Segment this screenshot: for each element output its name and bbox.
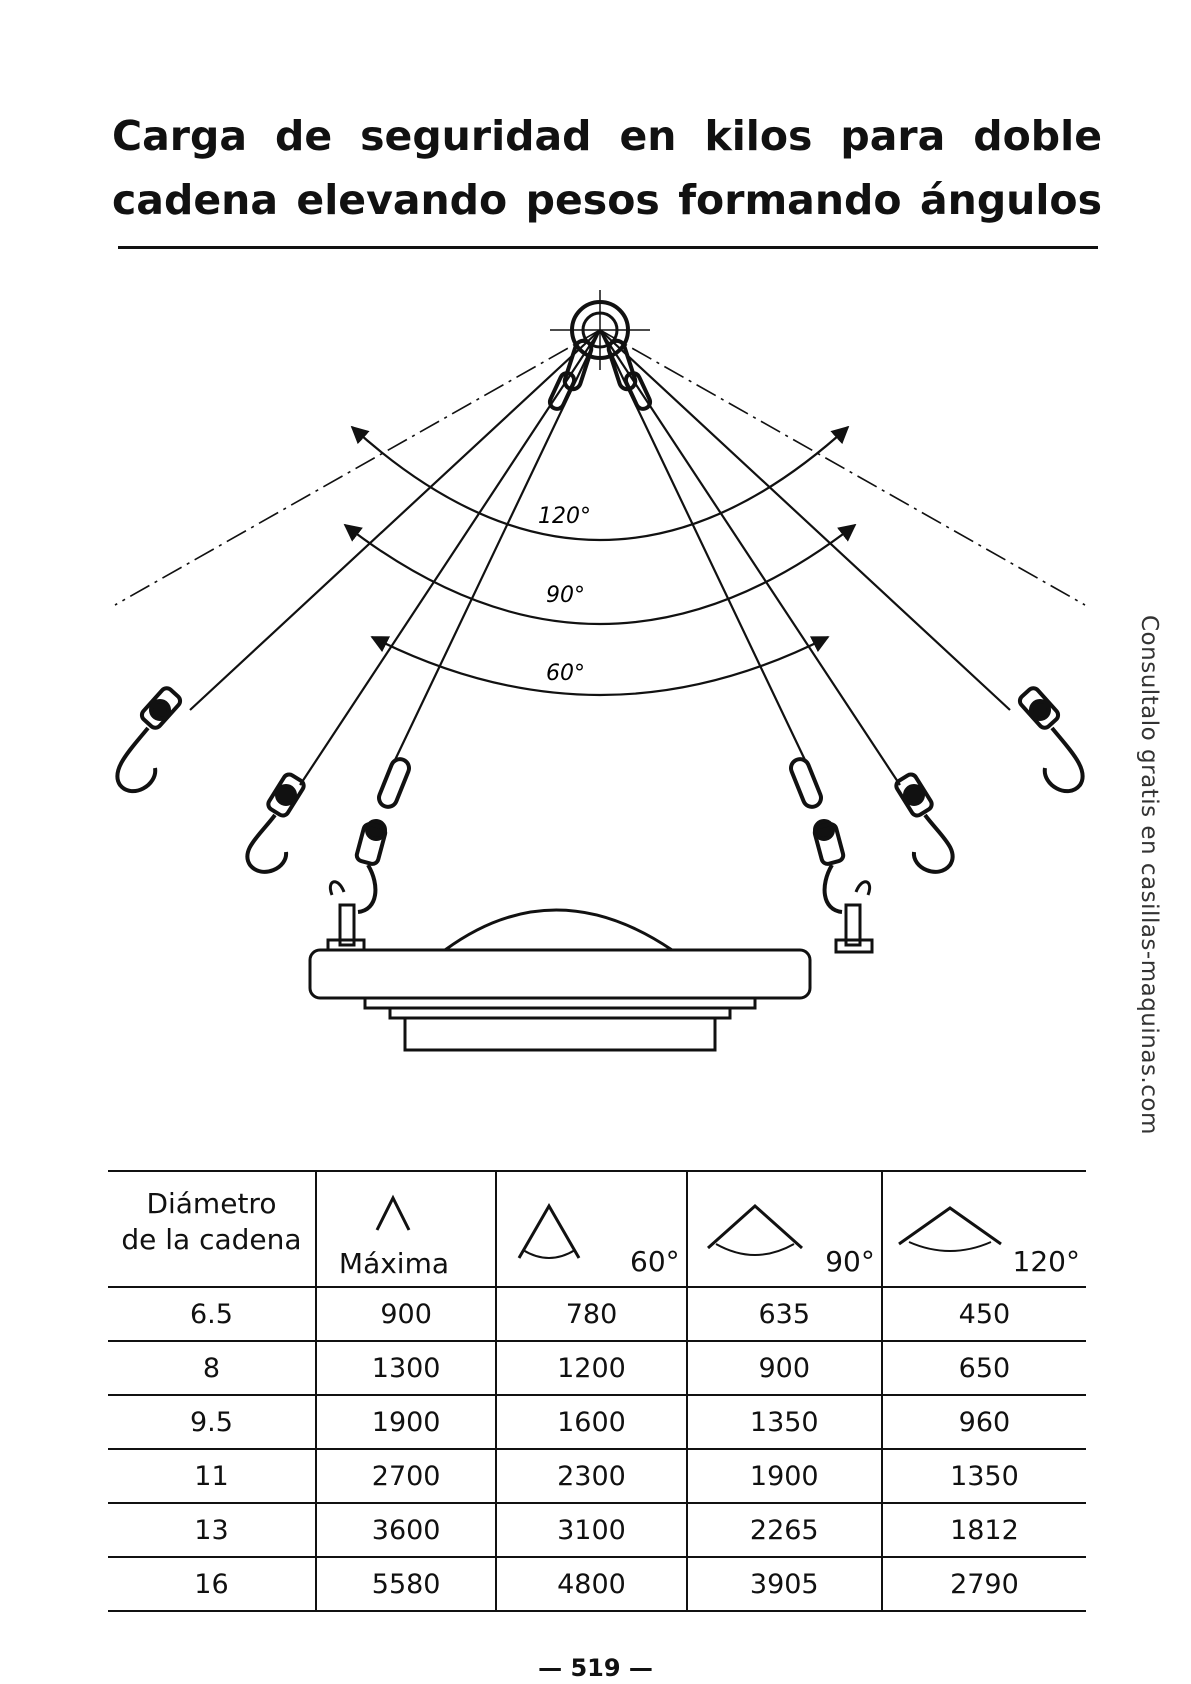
- cell-120: 2790: [880, 1557, 1086, 1612]
- cell-90: 900: [685, 1341, 882, 1396]
- hook-icon: [115, 686, 1085, 794]
- chain-link-icon: [547, 338, 653, 411]
- cell-max: 5580: [314, 1557, 497, 1612]
- header-120-label: 120°: [1012, 1245, 1080, 1278]
- chain-lines-120-hooks: [189, 329, 1011, 786]
- cell-diameter: 11: [108, 1449, 316, 1504]
- header-60-label: 60°: [630, 1245, 680, 1278]
- cell-90: 635: [685, 1287, 882, 1342]
- cell-90: 3905: [685, 1557, 882, 1612]
- cell-90: 2265: [685, 1503, 882, 1558]
- header-90-label: 90°: [825, 1245, 875, 1278]
- cell-60: 780: [495, 1287, 687, 1342]
- header-120: 120°: [880, 1170, 1086, 1288]
- table-row: 16 5580 4800 3905 2790: [108, 1557, 1086, 1612]
- header-diameter: Diámetro de la cadena: [108, 1170, 316, 1288]
- hook-icon: [354, 819, 846, 914]
- angle-label-60: 60°: [546, 661, 585, 686]
- angle-arcs: [343, 425, 857, 696]
- cell-90: 1900: [685, 1449, 882, 1504]
- cell-120: 1812: [880, 1503, 1086, 1558]
- cell-diameter: 8: [108, 1341, 316, 1396]
- load-table: Diámetro de la cadena Máxima 60°: [108, 1170, 1086, 1612]
- angle-label-120: 120°: [538, 504, 591, 529]
- header-diameter-line2: de la cadena: [121, 1223, 302, 1256]
- cell-60: 1200: [495, 1341, 687, 1396]
- cell-max: 1900: [314, 1395, 497, 1450]
- hook-icon: [245, 772, 955, 874]
- cell-120: 960: [880, 1395, 1086, 1450]
- cell-max: 3600: [314, 1503, 497, 1558]
- cell-diameter: 16: [108, 1557, 316, 1612]
- cell-max: 1300: [314, 1341, 497, 1396]
- angle-60-icon: [518, 1202, 581, 1259]
- title-divider: [118, 246, 1098, 249]
- cell-90: 1350: [685, 1395, 882, 1450]
- title-line-2: cadena elevando pesos formando ángulos: [112, 176, 1102, 224]
- angle-label-90: 90°: [546, 583, 585, 608]
- load-plate-icon: [308, 908, 812, 1052]
- cell-120: 650: [880, 1341, 1086, 1396]
- chain-angle-diagram: 120° 90° 60°: [114, 290, 1086, 1052]
- watermark-text: Consultalo gratis en casillas-maquinas.c…: [1136, 615, 1162, 1135]
- cell-120: 1350: [880, 1449, 1086, 1504]
- header-90: 90°: [685, 1170, 882, 1288]
- cell-max: 900: [314, 1287, 497, 1342]
- chain-link-icon: [377, 757, 823, 809]
- cell-60: 4800: [495, 1557, 687, 1612]
- cell-max: 2700: [314, 1449, 497, 1504]
- cell-60: 1600: [495, 1395, 687, 1450]
- table-row: 13 3600 3100 2265 1812: [108, 1503, 1086, 1558]
- header-diameter-line1: Diámetro: [146, 1187, 277, 1220]
- cell-diameter: 6.5: [108, 1287, 316, 1342]
- table-row: 9.5 1900 1600 1350 960: [108, 1395, 1086, 1450]
- chain-lines-120: [114, 329, 1086, 606]
- angle-90-icon: [706, 1203, 803, 1256]
- page-title: Carga de seguridad en kilos para doble c…: [112, 104, 1102, 232]
- header-max: Máxima: [314, 1170, 497, 1288]
- table-row: 11 2700 2300 1900 1350: [108, 1449, 1086, 1504]
- cell-60: 2300: [495, 1449, 687, 1504]
- table-row: 8 1300 1200 900 650: [108, 1341, 1086, 1396]
- table-header-row: Diámetro de la cadena Máxima 60°: [108, 1170, 1086, 1288]
- cell-diameter: 9.5: [108, 1395, 316, 1450]
- angle-120-icon: [898, 1206, 1002, 1252]
- page-number: — 519 —: [538, 1654, 653, 1682]
- vertical-pull-icon: [375, 1194, 411, 1231]
- title-line-1: Carga de seguridad en kilos para doble: [112, 112, 1102, 160]
- cell-diameter: 13: [108, 1503, 316, 1558]
- header-60: 60°: [495, 1170, 687, 1288]
- cell-60: 3100: [495, 1503, 687, 1558]
- header-max-label: Máxima: [338, 1247, 450, 1280]
- cell-120: 450: [880, 1287, 1086, 1342]
- table-row: 6.5 900 780 635 450: [108, 1287, 1086, 1342]
